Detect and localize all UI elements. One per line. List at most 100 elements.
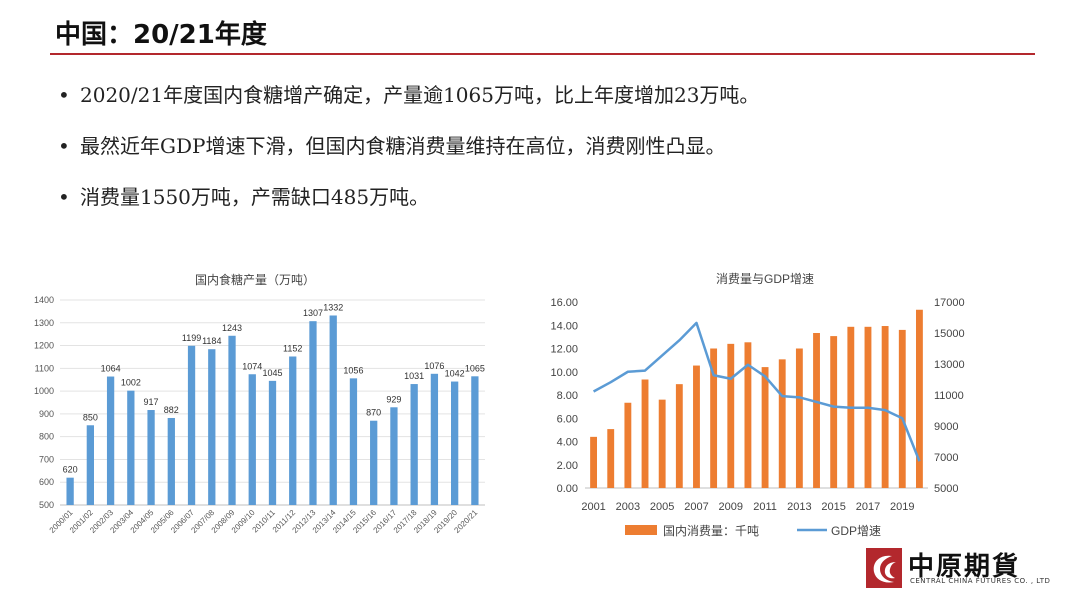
bullet-item: • 消费量1550万吨，产需缺口485万吨。: [58, 184, 759, 210]
legend-label-consumption: 国内消费量：千吨: [663, 524, 759, 538]
data-label: 870: [366, 408, 381, 418]
bar: [248, 374, 256, 505]
left-y-tick-label: 16.00: [550, 297, 578, 309]
right-y-tick-label: 15000: [934, 328, 965, 340]
data-label: 1045: [262, 368, 282, 378]
data-label: 1002: [121, 378, 141, 388]
y-tick-label: 900: [39, 409, 54, 419]
logo-name-en: CENTRAL CHINA FUTURES CO. , LTD: [910, 577, 1051, 585]
x-tick-label: 2017: [856, 501, 880, 513]
company-logo: 中原期貨 CENTRAL CHINA FUTURES CO. , LTD: [866, 548, 1050, 590]
right-y-tick-label: 17000: [934, 297, 965, 309]
consumption-bar: [624, 402, 632, 488]
x-tick-label: 2020/21: [452, 508, 479, 535]
data-label: 882: [164, 405, 179, 415]
left-y-tick-label: 12.00: [550, 344, 578, 356]
data-label: 850: [83, 412, 98, 422]
consumption-bar: [675, 384, 683, 488]
bar: [451, 381, 459, 505]
x-tick-label: 2007: [684, 501, 708, 513]
bar: [309, 321, 317, 505]
left-y-tick-label: 0.00: [557, 483, 578, 495]
x-tick-label: 2013: [787, 501, 811, 513]
bar: [187, 345, 196, 505]
chart-title: 国内食糖产量（万吨）: [195, 272, 315, 287]
data-label: 1064: [101, 364, 121, 374]
bar: [390, 407, 398, 505]
legend-label-gdp: GDP增速: [831, 524, 881, 538]
bar: [268, 380, 277, 505]
chart-title: 消费量与GDP增速: [716, 272, 814, 286]
data-label: 1307: [303, 308, 323, 318]
consumption-bar: [607, 429, 615, 488]
right-y-tick-label: 5000: [934, 483, 958, 495]
data-label: 620: [63, 465, 78, 475]
bar: [349, 378, 358, 505]
data-label: 1056: [343, 365, 363, 375]
x-tick-label: 2005: [650, 501, 674, 513]
bar: [471, 376, 479, 505]
bar: [410, 384, 418, 505]
x-tick-label: 2009: [719, 501, 743, 513]
bar: [86, 425, 94, 505]
y-tick-label: 1400: [34, 295, 54, 305]
bar: [147, 410, 155, 505]
data-label: 1332: [323, 302, 343, 312]
data-label: 1031: [404, 371, 424, 381]
y-tick-label: 500: [39, 500, 54, 510]
consumption-bar: [881, 326, 889, 488]
consumption-bar: [813, 333, 820, 488]
right-y-tick-label: 11000: [934, 390, 964, 402]
bar: [430, 373, 439, 505]
y-tick-label: 700: [39, 454, 54, 464]
data-label: 1243: [222, 323, 242, 333]
bar: [106, 376, 115, 505]
data-label: 1152: [283, 343, 302, 353]
bar: [329, 315, 337, 505]
y-tick-label: 1100: [35, 363, 54, 373]
bar: [127, 390, 135, 505]
bullet-text: 消费量1550万吨，产需缺口485万吨。: [80, 185, 430, 209]
bar: [167, 417, 175, 505]
bullet-text: 最然近年GDP增速下滑，但国内食糖消费量维持在高位，消费刚性凸显。: [80, 134, 726, 158]
page-title: 中国：20/21年度: [55, 20, 267, 50]
production-chart: 国内食糖产量（万吨） 500 600 700 800 900 1000 1100 1200 13…: [34, 272, 485, 535]
left-y-tick-label: 6.00: [557, 413, 578, 425]
left-y-tick-label: 4.00: [557, 437, 578, 449]
data-label: 1042: [445, 369, 465, 379]
bullet-glyph: •: [58, 134, 70, 158]
gdp-line: [592, 321, 921, 462]
left-y-tick-label: 10.00: [550, 367, 578, 379]
consumption-bar: [761, 367, 769, 488]
bar: [66, 477, 74, 505]
consumption-bar: [778, 359, 786, 488]
left-y-tick-label: 8.00: [557, 390, 578, 402]
consumption-bar: [915, 309, 923, 488]
bullet-item: • 最然近年GDP增速下滑，但国内食糖消费量维持在高位，消费刚性凸显。: [58, 133, 759, 159]
bar: [289, 356, 297, 505]
data-label: 1184: [202, 336, 221, 346]
consumption-bar: [830, 336, 838, 488]
bullet-list: • 2020/21年度国内食糖增产确定，产量逾1065万吨，比上年度增加23万吨。…: [58, 82, 759, 235]
consumption-bar: [641, 379, 649, 488]
consumption-bar: [658, 399, 666, 488]
bar: [208, 349, 216, 505]
bar: [370, 420, 378, 505]
data-label: 1076: [424, 361, 444, 371]
logo-mark-icon: [866, 548, 902, 588]
legend-swatch-consumption: [625, 525, 657, 535]
consumption-bar: [795, 348, 803, 488]
bar: [228, 335, 236, 505]
consumption-bar: [693, 365, 700, 488]
y-tick-label: 800: [39, 432, 54, 442]
right-y-tick-label: 13000: [934, 359, 965, 371]
data-label: 917: [144, 397, 159, 407]
consumption-bar: [744, 342, 752, 488]
bullet-text: 2020/21年度国内食糖增产确定，产量逾1065万吨，比上年度增加23万吨。: [80, 83, 760, 107]
x-tick-label: 2019: [890, 501, 914, 513]
logo-name-cn: 中原期貨: [908, 552, 1021, 582]
data-label: 1199: [182, 333, 201, 343]
bullet-glyph: •: [58, 185, 70, 209]
y-tick-label: 1300: [34, 318, 54, 328]
x-tick-label: 2011: [753, 501, 777, 513]
